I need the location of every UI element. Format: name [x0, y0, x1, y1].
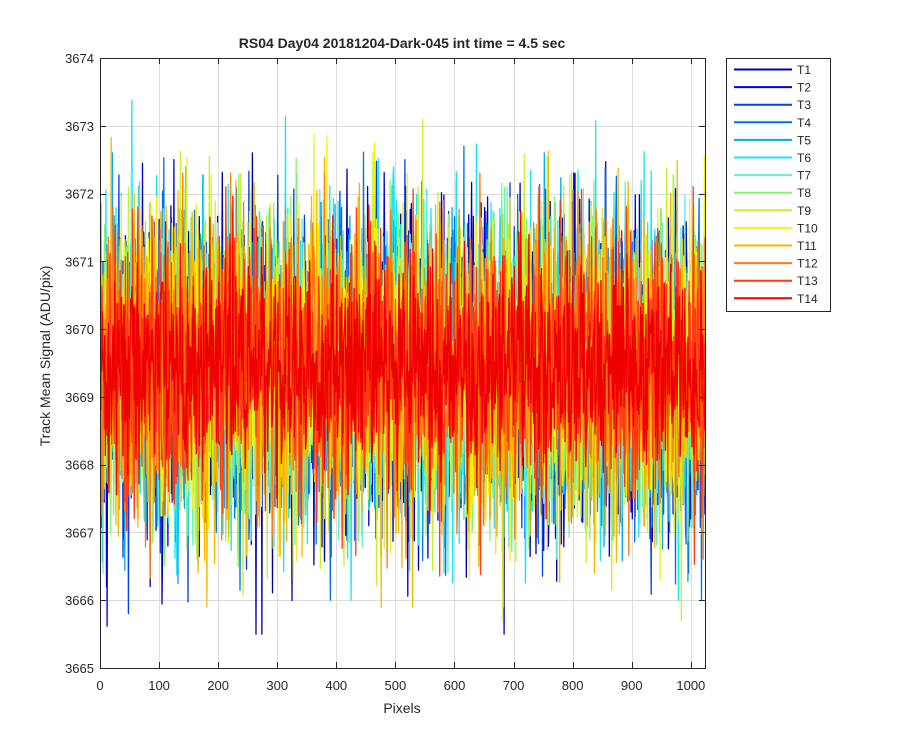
legend-label: T6 — [797, 151, 811, 165]
x-tick-label: 700 — [503, 678, 525, 693]
axes-box — [100, 58, 706, 669]
y-tick-label: 3671 — [65, 254, 94, 269]
legend-label: T3 — [797, 98, 811, 112]
y-tick-label: 3668 — [65, 458, 94, 473]
y-tick-label: 3667 — [65, 525, 94, 540]
legend-label: T12 — [797, 257, 818, 271]
x-tick-label: 100 — [148, 678, 170, 693]
y-axis-label: Track Mean Signal (ADU/pix) — [37, 266, 53, 447]
legend-label: T1 — [797, 63, 811, 77]
legend-label: T7 — [797, 169, 811, 183]
legend-label: T10 — [797, 221, 818, 235]
legend-box — [726, 58, 831, 312]
legend-label: T2 — [797, 81, 811, 95]
y-tick-label: 3669 — [65, 390, 94, 405]
x-tick-label: 0 — [96, 678, 103, 693]
x-tick-label: 400 — [325, 678, 347, 693]
x-tick-label: 200 — [207, 678, 229, 693]
y-tick-label: 3672 — [65, 187, 94, 202]
y-tick-label: 3673 — [65, 119, 94, 134]
legend-label: T9 — [797, 204, 811, 218]
legend-label: T14 — [797, 292, 818, 306]
legend-label: T11 — [797, 239, 817, 253]
y-tick-label: 3670 — [65, 322, 94, 337]
x-tick-label: 500 — [385, 678, 407, 693]
legend-label: T13 — [797, 274, 818, 288]
legend-label: T4 — [797, 116, 811, 130]
x-tick-label: 600 — [444, 678, 466, 693]
x-tick-labels: 0 100 200 300 400 500 600 700 800 900 1000 — [96, 678, 705, 693]
series-lines — [99, 99, 706, 635]
y-tick-label: 3666 — [65, 593, 94, 608]
chart-title: RS04 Day04 20181204-Dark-045 int time = … — [239, 35, 566, 51]
legend: T1 T2 T3 T4 T5 T6 T7 T8 T9 T10 T11 T12 T13 T14 — [726, 58, 831, 312]
y-tick-label: 3665 — [65, 661, 94, 676]
legend-label: T5 — [797, 133, 811, 147]
y-tick-labels: 3665 3666 3667 3668 3669 3670 3671 3672 3673 3674 — [65, 51, 94, 676]
axis-ticks — [100, 58, 705, 669]
series-line-t14 — [99, 195, 706, 520]
x-tick-label: 300 — [266, 678, 288, 693]
legend-label: T8 — [797, 186, 811, 200]
x-tick-label: 900 — [621, 678, 643, 693]
y-tick-label: 3674 — [65, 51, 94, 66]
x-axis-label: Pixels — [383, 700, 420, 716]
x-tick-label: 800 — [562, 678, 584, 693]
x-tick-label: 1000 — [676, 678, 705, 693]
